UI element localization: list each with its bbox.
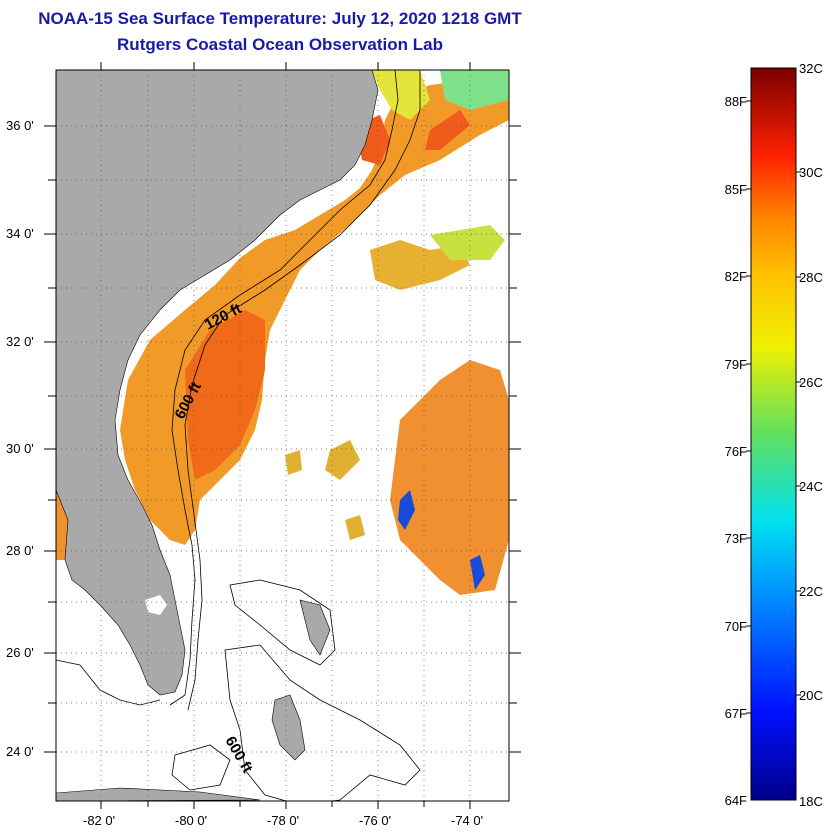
map-title: NOAA-15 Sea Surface Temperature: July 12…: [38, 9, 522, 28]
colorbar-f-label: 85F: [724, 182, 747, 197]
map-ticks: [44, 62, 521, 809]
colorbar-f-label: 82F: [724, 269, 747, 284]
colorbar-f-label: 79F: [724, 357, 747, 372]
colorbar-f-label: 64F: [724, 793, 747, 808]
lat-label-34: 34 0': [6, 226, 34, 241]
lake-okeechobee: [145, 595, 167, 615]
colorbar-c-label: 18C: [799, 794, 823, 809]
contour-600ft: [184, 70, 421, 711]
lat-label-36: 36 0': [6, 118, 34, 133]
contour-cay-sal: [171, 744, 231, 791]
sst-northeast-green: [440, 70, 509, 110]
contour-120ft: [169, 70, 399, 706]
colorbar-c-label: 26C: [799, 375, 823, 390]
land-bahamas-andros: [271, 694, 306, 761]
lat-label-30: 30 0': [6, 441, 34, 456]
colorbar-f-label: 67F: [724, 706, 747, 721]
contour-bahamas-bank: [224, 579, 421, 801]
lat-label-26: 26 0': [6, 645, 34, 660]
colorbar-f-label: 76F: [724, 444, 747, 459]
lon-label-80: -80 0': [175, 813, 208, 828]
colorbar-ticks: [746, 100, 801, 714]
land-us-coast: [56, 70, 379, 696]
map-subtitle: Rutgers Coastal Ocean Observation Lab: [117, 35, 443, 54]
sst-warm-core: [185, 310, 265, 480]
lat-label-32: 32 0': [6, 334, 34, 349]
lon-label-74: -74 0': [451, 813, 484, 828]
land-cuba: [56, 787, 261, 801]
lat-label-28: 28 0': [6, 543, 34, 558]
land-bahamas-abaco: [299, 599, 331, 656]
contour-gulf-shelf: [56, 659, 161, 706]
lon-label-76: -76 0': [359, 813, 392, 828]
graticule: [56, 70, 509, 801]
colorbar-c-label: 22C: [799, 584, 823, 599]
colorbar-c-label: 30C: [799, 165, 823, 180]
colorbar-f-label: 88F: [724, 94, 747, 109]
colorbar-f-label: 73F: [724, 531, 747, 546]
map-frame: [55, 69, 510, 802]
colorbar: [750, 67, 797, 801]
colorbar-c-label: 32C: [799, 61, 823, 76]
lat-label-24: 24 0': [6, 744, 34, 759]
sst-north-warm: [355, 110, 470, 165]
sst-patch-mid: [285, 440, 365, 540]
map-area: 120 ft 600 ft 600 ft: [56, 70, 509, 801]
lon-label-78: -78 0': [267, 813, 300, 828]
sst-patch-southeast: [390, 360, 509, 595]
colorbar-c-label: 24C: [799, 479, 823, 494]
colorbar-f-label: 70F: [724, 619, 747, 634]
sst-north-cool: [372, 70, 430, 120]
lon-label-82: -82 0': [83, 813, 116, 828]
colorbar-c-label: 20C: [799, 688, 823, 703]
colorbar-c-label: 28C: [799, 270, 823, 285]
